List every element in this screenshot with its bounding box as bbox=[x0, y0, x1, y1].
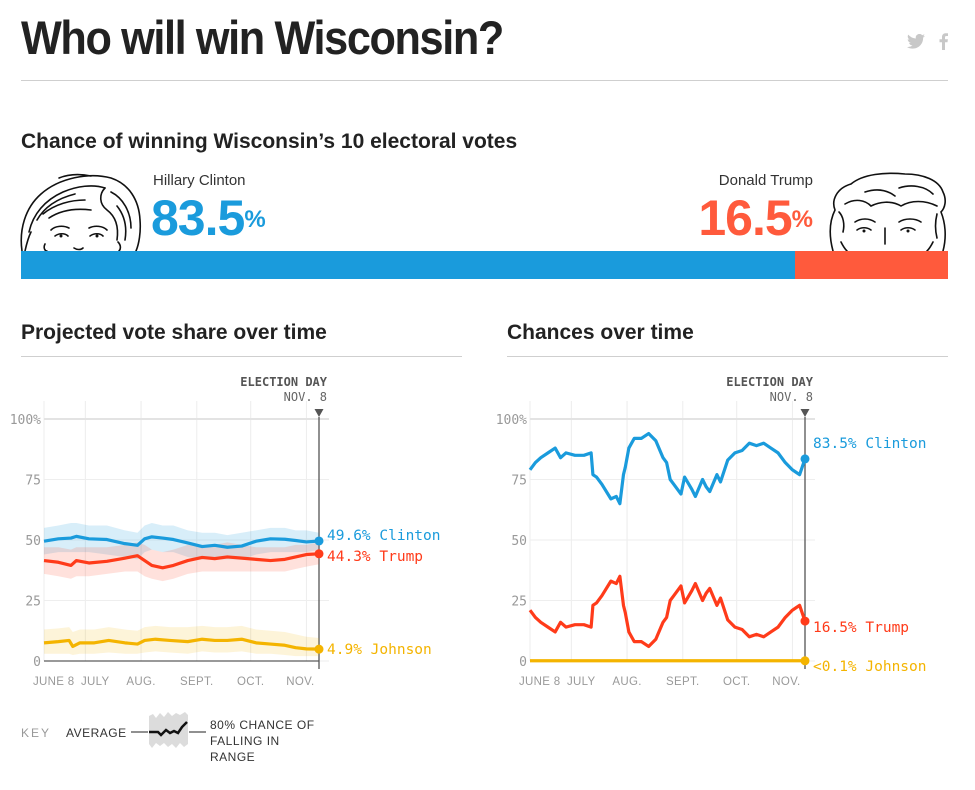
election-day-date: NOV. 8 bbox=[284, 390, 327, 404]
election-day-arrow-icon bbox=[314, 409, 324, 417]
x-tick-label: SEPT. bbox=[666, 676, 699, 688]
y-tick-label: 0 bbox=[33, 655, 41, 670]
line-johnson bbox=[43, 637, 320, 651]
y-tick-label: 50 bbox=[25, 534, 41, 549]
x-tick-label: OCT. bbox=[237, 676, 264, 688]
endpoint-dot-trump bbox=[314, 549, 324, 559]
x-tick-label: JULY bbox=[81, 676, 109, 688]
page-title: Who will win Wisconsin? bbox=[21, 11, 504, 64]
clinton-name: Hillary Clinton bbox=[153, 172, 246, 189]
chance-bar-clinton bbox=[21, 251, 796, 279]
trump-chance: 16.5% bbox=[698, 193, 813, 243]
clinton-portrait bbox=[20, 173, 142, 251]
endpoint-dot-clinton bbox=[314, 536, 324, 546]
line-trump bbox=[43, 552, 320, 570]
chances-chart: 0 25 50 75 100% JUNE 8 JULY AUG. SEPT. OCT. NOV. EL… bbox=[496, 375, 927, 688]
line-clinton bbox=[43, 534, 320, 549]
clinton-chance-value: 83.5 bbox=[151, 190, 245, 246]
election-day-label: ELECTION DAY bbox=[240, 375, 327, 389]
line-clinton bbox=[528, 431, 807, 506]
y-tick-label: 75 bbox=[25, 474, 41, 489]
endpoint-dot-trump bbox=[800, 616, 810, 626]
x-tick-label: NOV. bbox=[772, 676, 800, 688]
key-average-line bbox=[149, 721, 188, 737]
election-day-arrow-icon bbox=[800, 409, 810, 417]
y-tick-label: 0 bbox=[519, 655, 527, 670]
chances-divider bbox=[507, 356, 948, 357]
final-label-trump: 44.3% Trump bbox=[327, 549, 423, 565]
election-day-label: ELECTION DAY bbox=[726, 375, 813, 389]
key-label: KEY bbox=[21, 726, 52, 740]
facebook-icon[interactable] bbox=[939, 33, 948, 50]
trump-name: Donald Trump bbox=[718, 172, 813, 189]
key-range-label: 80% CHANCE OF FALLING IN RANGE bbox=[210, 718, 315, 764]
x-tick-label: JULY bbox=[567, 676, 595, 688]
trump-portrait bbox=[829, 172, 946, 251]
endpoint-dot-johnson bbox=[800, 656, 810, 666]
vote-share-heading: Projected vote share over time bbox=[21, 321, 327, 344]
chance-bar bbox=[21, 251, 948, 279]
chances-heading: Chances over time bbox=[507, 321, 694, 344]
trump-chance-value: 16.5 bbox=[698, 190, 792, 246]
vote-share-divider bbox=[21, 356, 462, 357]
header-divider bbox=[21, 80, 948, 81]
y-tick-label: 100% bbox=[10, 413, 41, 428]
final-label-johnson: 4.9% Johnson bbox=[327, 642, 432, 658]
chance-heading: Chance of winning Wisconsin’s 10 elector… bbox=[21, 130, 518, 153]
percent-sign: % bbox=[244, 206, 266, 233]
share-buttons bbox=[907, 33, 948, 50]
election-day-date: NOV. 8 bbox=[770, 390, 813, 404]
y-tick-label: 25 bbox=[25, 595, 41, 610]
x-tick-label: OCT. bbox=[723, 676, 750, 688]
endpoint-dot-johnson bbox=[314, 644, 324, 654]
x-tick-label: NOV. bbox=[286, 676, 314, 688]
clinton-chance: 83.5% bbox=[151, 193, 266, 243]
key-range-band bbox=[149, 712, 188, 748]
chance-bar-trump bbox=[795, 251, 948, 279]
key-average-label: AVERAGE bbox=[66, 726, 127, 740]
x-tick-label: AUG. bbox=[126, 676, 155, 688]
final-label-trump: 16.5% Trump bbox=[813, 620, 909, 636]
endpoint-dot-clinton bbox=[800, 454, 810, 464]
final-label-johnson: <0.1% Johnson bbox=[813, 659, 927, 675]
twitter-icon[interactable] bbox=[907, 34, 925, 49]
final-label-clinton: 83.5% Clinton bbox=[813, 436, 927, 452]
vote-share-chart: 0 25 50 75 100% JUNE 8 JULY AUG. SEPT. OCT. NOV. EL… bbox=[10, 375, 441, 688]
x-tick-label: SEPT. bbox=[180, 676, 213, 688]
x-tick-label: JUNE 8 bbox=[519, 676, 560, 688]
y-tick-label: 25 bbox=[511, 595, 527, 610]
line-trump bbox=[528, 574, 807, 649]
y-tick-label: 50 bbox=[511, 534, 527, 549]
final-label-clinton: 49.6% Clinton bbox=[327, 528, 441, 544]
y-tick-label: 75 bbox=[511, 474, 527, 489]
y-tick-label: 100% bbox=[496, 413, 527, 428]
key-sample-graphic bbox=[131, 712, 206, 748]
percent-sign: % bbox=[791, 206, 813, 233]
x-tick-label: JUNE 8 bbox=[33, 676, 74, 688]
x-tick-label: AUG. bbox=[612, 676, 641, 688]
